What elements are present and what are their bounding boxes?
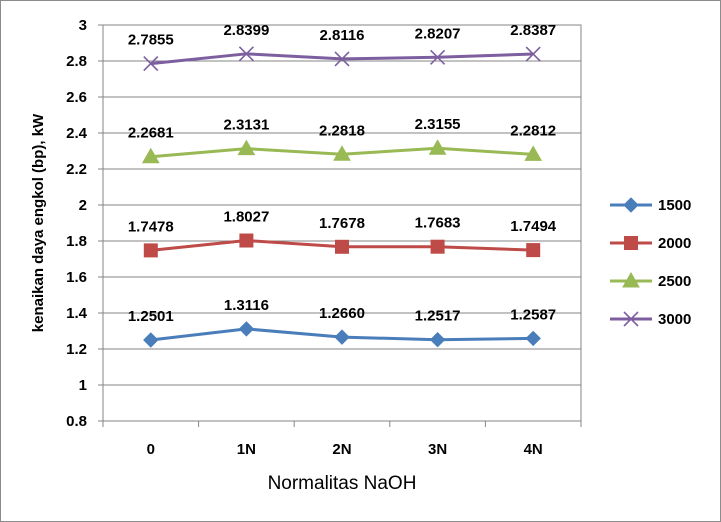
x-tick-label: 0: [147, 441, 155, 458]
data-point: [429, 331, 446, 348]
data-label: 1.7478: [128, 218, 174, 235]
marker-stroke: [238, 46, 254, 62]
data-point: [239, 233, 254, 248]
y-tick-label: 2: [79, 197, 87, 214]
data-point: [334, 329, 350, 345]
legend-label: 1500: [658, 197, 691, 214]
series-2000: [143, 233, 541, 258]
data-label: 2.3155: [415, 116, 461, 133]
data-label: 1.7494: [510, 218, 557, 235]
y-tick-label: 1.8: [66, 233, 87, 250]
y-tick-label: 2.4: [66, 125, 88, 142]
x-tick-label: 1N: [237, 441, 256, 458]
data-point: [430, 239, 445, 254]
legend-item-3000: 3000: [610, 311, 691, 328]
data-label: 1.7683: [415, 215, 461, 232]
data-label: 2.8116: [319, 27, 364, 44]
x-tick-label: 3N: [428, 441, 447, 458]
legend-marker: [623, 311, 639, 327]
legend-label: 3000: [658, 311, 691, 328]
data-label: 2.2812: [510, 122, 556, 139]
legend-marker: [623, 197, 639, 213]
data-point: [335, 239, 349, 254]
data-point: [333, 145, 351, 161]
y-axis-title: kenaikan daya engkol (bp), kW: [30, 113, 47, 332]
series-1500: [143, 321, 541, 348]
marker-stroke: [623, 311, 639, 327]
data-point: [141, 147, 160, 164]
data-point: [237, 139, 256, 156]
data-label: 1.2517: [415, 308, 461, 325]
legend-marker: [622, 271, 640, 288]
marker-stroke: [334, 51, 350, 67]
data-point: [238, 321, 255, 337]
legend-marker: [624, 236, 638, 250]
y-tick-label: 2.6: [66, 89, 87, 106]
data-point: [238, 46, 254, 62]
data-point: [525, 46, 541, 62]
series-group: [141, 46, 543, 348]
y-tick-label: 2.2: [66, 161, 87, 178]
data-label: 1.2660: [319, 305, 365, 322]
y-tick-label: 1: [79, 377, 87, 394]
y-tick-label: 3: [79, 17, 87, 34]
data-point: [334, 51, 350, 67]
data-point: [428, 139, 447, 155]
data-label: 1.7678: [319, 215, 365, 232]
data-point: [526, 243, 541, 258]
y-tick-label: 0.8: [66, 413, 87, 430]
data-labels: 1.2501 1.3116 1.2660 1.2517 1.2587 1.7478 1.80…: [128, 22, 557, 325]
data-label: 2.7855: [128, 32, 174, 49]
legend-item-1500: 1500: [610, 197, 691, 214]
plot-area: [102, 24, 582, 422]
data-label: 1.3116: [224, 297, 269, 314]
data-point: [143, 243, 158, 258]
series-2500: [141, 139, 543, 164]
legend-label: 2500: [658, 273, 691, 290]
marker-stroke: [430, 49, 446, 65]
legend-item-2500: 2500: [610, 271, 691, 290]
y-tick-label: 1.4: [66, 305, 88, 322]
data-label: 1.2501: [128, 308, 174, 325]
data-point: [524, 145, 543, 161]
marker-stroke: [143, 56, 159, 72]
data-label: 2.8207: [415, 25, 461, 42]
x-tick-label: 4N: [524, 441, 543, 458]
data-point: [143, 56, 159, 72]
data-point: [430, 49, 446, 65]
y-tick-label: 2.8: [66, 53, 87, 70]
data-point: [143, 332, 159, 348]
data-label: 2.8387: [510, 22, 556, 39]
y-tick-label: 1.2: [66, 341, 87, 358]
x-axis-title: Normalitas NaOH: [268, 473, 417, 494]
data-label: 2.2818: [319, 122, 365, 139]
legend: 1500 2000 2500 3000: [610, 197, 691, 328]
x-axis-ticks: 0 1N 2N 3N 4N: [102, 421, 582, 458]
data-label: 2.3131: [223, 117, 269, 134]
y-tick-label: 1.6: [66, 269, 87, 286]
data-label: 1.8027: [223, 209, 269, 226]
data-label: 2.2681: [128, 125, 174, 142]
legend-item-2000: 2000: [610, 235, 691, 252]
x-tick-label: 2N: [332, 441, 351, 458]
y-axis-ticks: 0.8 1 1.2 1.4 1.6 1.8 2 2.2 2.4 2.6 2.8 3: [66, 17, 103, 430]
data-point: [525, 330, 541, 347]
series-3000: [143, 46, 541, 72]
data-label: 1.2587: [510, 306, 556, 323]
marker-stroke: [525, 46, 541, 62]
data-label: 2.8399: [223, 22, 269, 39]
legend-label: 2000: [658, 235, 691, 252]
